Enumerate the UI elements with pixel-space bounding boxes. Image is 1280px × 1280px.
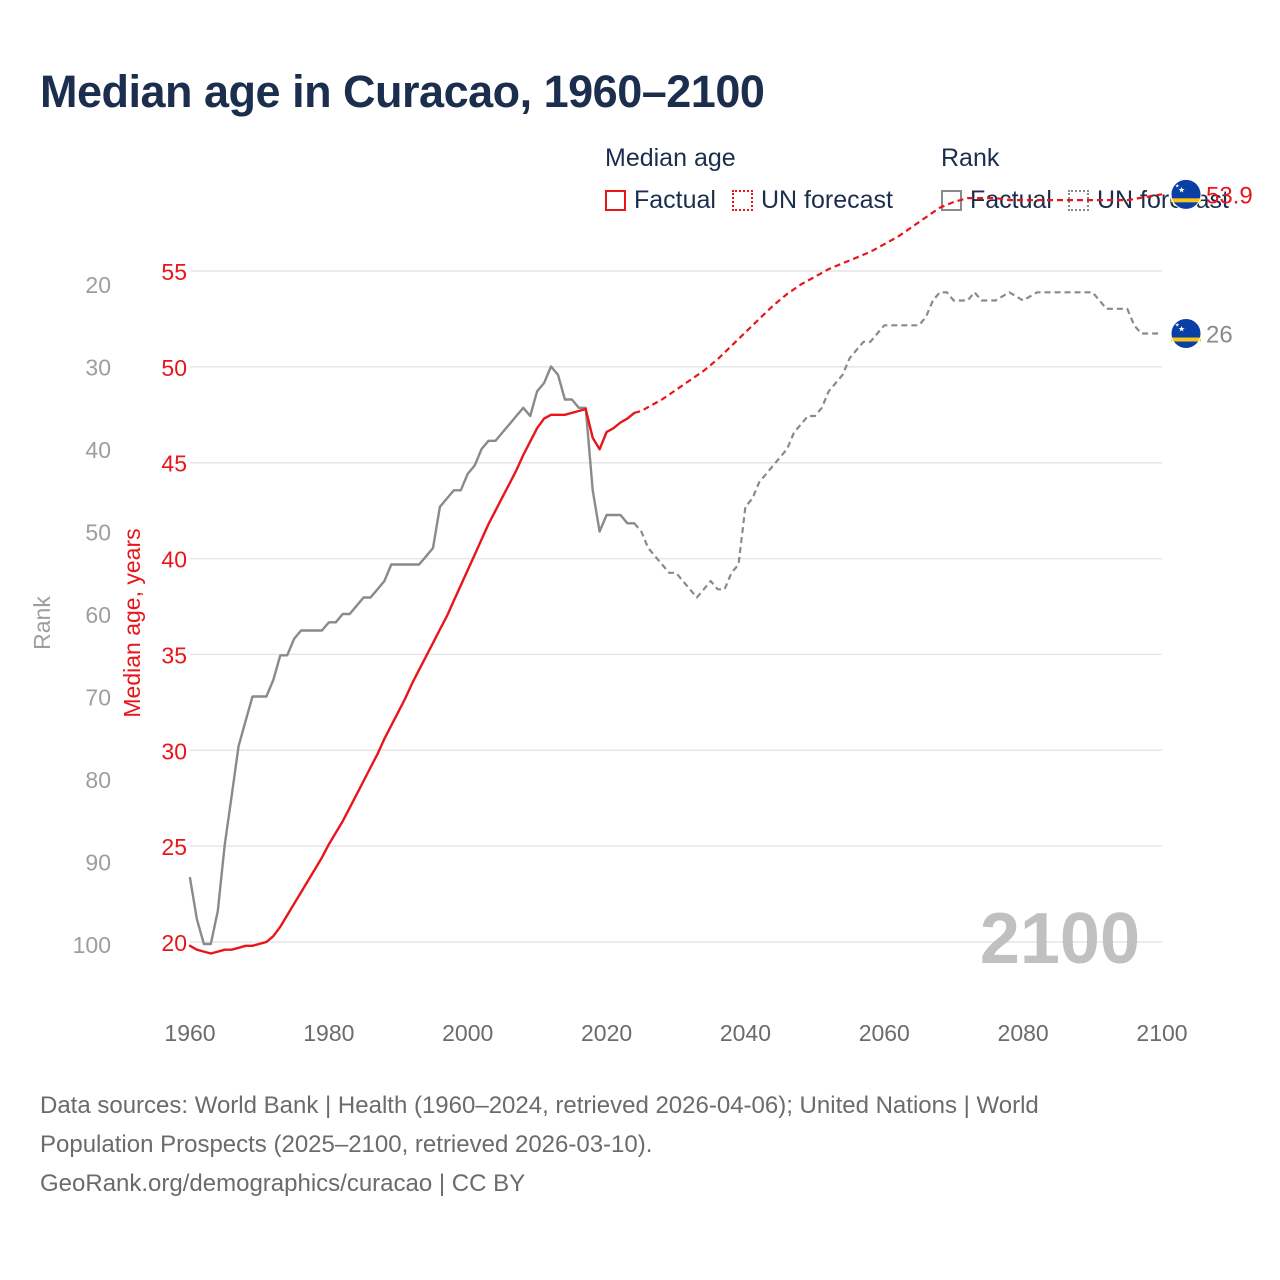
legend-median-forecast-label: UN forecast (760, 186, 893, 214)
median-tick-20: 20 (161, 930, 187, 956)
x-tick-2020: 2020 (581, 1020, 632, 1046)
rank-tick-80: 80 (85, 767, 111, 793)
legend-median-forecast[interactable]: UN forecast (731, 186, 893, 215)
footer-line-3[interactable]: GeoRank.org/demographics/curacao | CC BY (40, 1170, 526, 1197)
year-watermark: 2100 (980, 899, 1140, 979)
median-axis-ticks: 20 25 30 35 40 45 50 55 (161, 259, 187, 956)
rank-end-flag-icon-ring (1170, 318, 1202, 349)
legend-median-forecast-swatch (731, 190, 753, 211)
rank-axis-label: Rank (29, 596, 55, 650)
median-end-flag-icon-star-large: ★ (1178, 185, 1185, 194)
legend-median-age: Median age Factual UN forecast (605, 144, 909, 215)
rank-tick-50: 50 (85, 520, 111, 546)
x-tick-2040: 2040 (720, 1020, 771, 1046)
rank-end-flag-icon-star-large: ★ (1178, 325, 1185, 334)
median-tick-45: 45 (161, 451, 187, 477)
x-tick-2000: 2000 (442, 1020, 493, 1046)
end-markers: ★★★★53.926 (1170, 178, 1253, 349)
median-tick-55: 55 (161, 259, 187, 285)
rank-tick-40: 40 (85, 437, 111, 463)
rank-end-label: 26 (1206, 322, 1233, 349)
median-end-flag-icon-ring (1170, 178, 1202, 210)
rank-end-flag-icon-star-small: ★ (1175, 323, 1180, 329)
series-lines (188, 193, 1163, 955)
legend-rank-heading: Rank (941, 144, 1000, 172)
median-tick-40: 40 (161, 547, 187, 573)
median-age-factual-line (188, 407, 636, 955)
x-tick-2080: 2080 (998, 1020, 1049, 1046)
footer-line-1: Data sources: World Bank | Health (1960–… (40, 1092, 1039, 1119)
grid-lines (190, 270, 1162, 943)
median-tick-30: 30 (161, 738, 187, 764)
median-end-flag-icon-star-small: ★ (1175, 183, 1180, 189)
median-age-un-forecast-line (634, 193, 1163, 414)
rank-axis-ticks: 20 30 40 50 60 70 80 90 100 (73, 272, 111, 958)
rank-tick-90: 90 (85, 850, 111, 876)
x-axis-ticks: 1960 1980 2000 2020 2040 2060 2080 2100 (164, 1020, 1187, 1046)
x-tick-1960: 1960 (164, 1020, 215, 1046)
legend-median-factual-label: Factual (634, 186, 716, 214)
x-tick-1980: 1980 (303, 1020, 354, 1046)
legend-median-factual[interactable]: Factual (605, 186, 716, 215)
rank-tick-100: 100 (73, 932, 111, 958)
x-tick-2100: 2100 (1136, 1020, 1187, 1046)
rank-tick-30: 30 (85, 355, 111, 381)
rank-factual-line (188, 365, 636, 946)
footer-line-2: Population Prospects (2025–2100, retriev… (40, 1131, 653, 1158)
rank-tick-60: 60 (85, 602, 111, 628)
legend-median-factual-swatch (605, 190, 626, 211)
median-end-label: 53.9 (1206, 182, 1253, 209)
chart-title: Median age in Curacao, 1960–2100 (40, 66, 765, 117)
median-axis-label: Median age, years (119, 528, 145, 717)
median-tick-25: 25 (161, 834, 187, 860)
rank-end-flag-icon-stripe (1171, 337, 1201, 342)
rank-un-forecast-line (633, 291, 1162, 599)
rank-tick-70: 70 (85, 685, 111, 711)
legend-median-heading: Median age (605, 144, 736, 172)
median-tick-50: 50 (161, 355, 187, 381)
median-end-flag-icon: ★★ (1170, 178, 1202, 210)
rank-tick-20: 20 (85, 272, 111, 298)
rank-end-flag-icon: ★★ (1170, 318, 1202, 349)
x-tick-2060: 2060 (859, 1020, 910, 1046)
median-tick-35: 35 (161, 642, 187, 668)
footer-sources: Data sources: World Bank | Health (1960–… (40, 1086, 1220, 1203)
median-end-flag-icon-stripe (1171, 198, 1201, 203)
